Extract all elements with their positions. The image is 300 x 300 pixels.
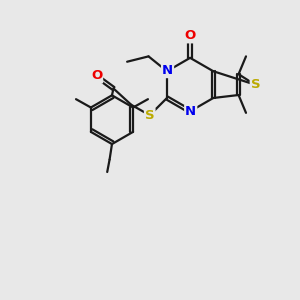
Text: N: N [162,64,173,77]
Text: S: S [251,78,260,91]
Text: O: O [184,29,196,42]
Text: O: O [91,70,102,83]
Text: S: S [145,109,154,122]
Text: N: N [185,106,196,118]
